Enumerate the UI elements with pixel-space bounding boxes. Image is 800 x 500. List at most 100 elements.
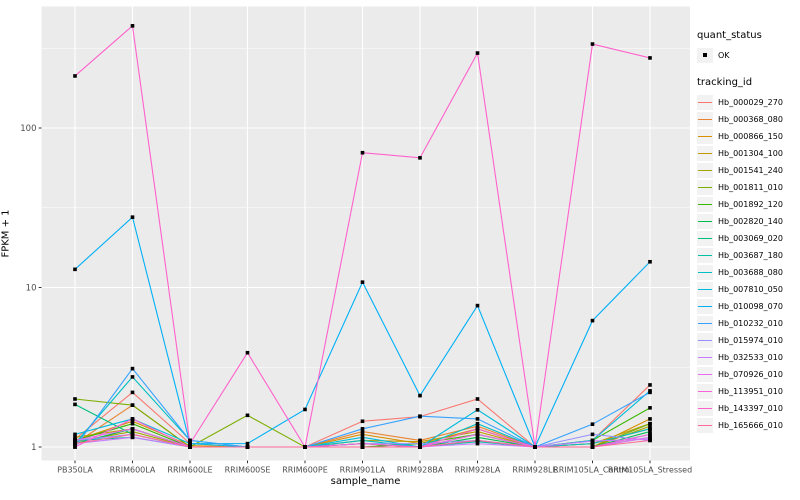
data-point bbox=[73, 435, 77, 440]
legend-key-line-icon bbox=[697, 383, 713, 399]
quant-status-legend-title: quant_status bbox=[697, 30, 762, 41]
series-color-line-icon bbox=[698, 186, 712, 188]
data-point bbox=[648, 56, 652, 60]
legend-key-line-icon bbox=[697, 417, 713, 433]
series-color-line-icon bbox=[698, 356, 712, 358]
series-color-line-icon bbox=[698, 271, 712, 273]
tracking-id-entry: Hb_003069_020 bbox=[697, 230, 799, 246]
tracking-id-entry-label: Hb_003687_180 bbox=[718, 250, 783, 260]
tracking-id-entry: Hb_007810_050 bbox=[697, 281, 799, 297]
data-point bbox=[188, 445, 192, 449]
tracking-id-entry-label: Hb_143397_010 bbox=[718, 403, 783, 413]
data-point bbox=[360, 150, 365, 155]
data-point bbox=[360, 429, 365, 434]
data-point bbox=[475, 429, 480, 434]
tracking-id-entry: Hb_000866_150 bbox=[697, 128, 799, 144]
data-point bbox=[245, 441, 250, 446]
y-tick-label: 100 bbox=[20, 124, 36, 134]
data-point bbox=[648, 390, 652, 395]
data-point bbox=[475, 424, 480, 429]
tracking-id-entry: Hb_003687_180 bbox=[697, 247, 799, 263]
y-axis-title: FPKM + 1 bbox=[0, 209, 12, 258]
legend-key-line-icon bbox=[697, 111, 713, 127]
x-tick-label: RRIM928BA bbox=[397, 466, 444, 475]
data-point bbox=[590, 432, 595, 437]
data-point bbox=[648, 417, 652, 421]
legend-key-line-icon bbox=[697, 162, 713, 178]
data-point bbox=[73, 441, 77, 446]
legend-key-line-icon bbox=[697, 332, 713, 348]
y-tick-label: 10 bbox=[26, 284, 37, 294]
tracking-id-entry: Hb_000368_080 bbox=[697, 111, 799, 127]
series-color-line-icon bbox=[698, 288, 712, 290]
data-point bbox=[475, 408, 480, 412]
tracking-id-entry: Hb_003688_080 bbox=[697, 264, 799, 280]
data-point bbox=[73, 432, 77, 437]
x-tick-label: RRIM105LA_Control bbox=[553, 466, 632, 475]
data-point bbox=[475, 417, 480, 421]
tracking-id-entry-label: Hb_001304_100 bbox=[718, 148, 783, 158]
legend-key-line-icon bbox=[697, 196, 713, 212]
data-point bbox=[130, 215, 135, 219]
tracking-id-entry: Hb_001541_240 bbox=[697, 162, 799, 178]
data-point bbox=[648, 421, 652, 426]
legend-key-line-icon bbox=[697, 213, 713, 229]
data-point bbox=[418, 393, 422, 398]
tracking-id-entry-label: Hb_003069_020 bbox=[718, 233, 783, 243]
series-color-line-icon bbox=[698, 322, 712, 324]
series-color-line-icon bbox=[698, 101, 712, 103]
data-point bbox=[418, 445, 422, 449]
x-tick-label: RRIM901LA bbox=[340, 466, 386, 475]
tracking-id-entry-label: Hb_001892_120 bbox=[718, 199, 783, 209]
data-point bbox=[648, 259, 652, 264]
legend-key-line-icon bbox=[697, 247, 713, 263]
data-point bbox=[303, 445, 307, 449]
data-point bbox=[245, 350, 250, 355]
plot-panel-background bbox=[41, 6, 690, 461]
data-point bbox=[130, 427, 135, 431]
tracking-id-entry-label: Hb_032533_010 bbox=[718, 352, 783, 362]
legend-key-line-icon bbox=[697, 400, 713, 416]
data-point bbox=[130, 24, 135, 28]
legend-key-line-icon bbox=[697, 179, 713, 195]
data-point bbox=[475, 438, 480, 443]
data-point bbox=[475, 435, 480, 440]
y-tick-label: 1 bbox=[31, 443, 36, 453]
tracking-id-entry-label: Hb_001541_240 bbox=[718, 165, 783, 175]
x-tick-label: RRIM928LA bbox=[455, 466, 501, 475]
data-point bbox=[360, 435, 365, 440]
data-point bbox=[130, 390, 135, 395]
data-point bbox=[360, 445, 365, 449]
series-color-line-icon bbox=[698, 118, 712, 120]
data-point bbox=[188, 438, 192, 443]
tracking-id-entry: Hb_015974_010 bbox=[697, 332, 799, 348]
data-point bbox=[73, 397, 77, 401]
series-color-line-icon bbox=[698, 203, 712, 205]
tracking-id-entry: Hb_165666_010 bbox=[697, 417, 799, 433]
data-point bbox=[360, 441, 365, 446]
data-point bbox=[475, 441, 480, 446]
x-tick-label: RRIM105LA_Stressed bbox=[608, 466, 692, 475]
tracking-id-entry-label: Hb_007810_050 bbox=[718, 284, 783, 294]
tracking-id-entry: Hb_001892_120 bbox=[697, 196, 799, 212]
data-point bbox=[590, 445, 595, 449]
data-point bbox=[360, 432, 365, 437]
tracking-id-entry-label: Hb_070926_010 bbox=[718, 369, 783, 379]
data-point bbox=[360, 438, 365, 443]
data-point bbox=[418, 156, 422, 160]
series-color-line-icon bbox=[698, 220, 712, 222]
data-point bbox=[73, 445, 77, 449]
quant-status-entry: OK bbox=[697, 47, 799, 63]
tracking-id-entry-label: Hb_010098_070 bbox=[718, 301, 783, 311]
data-point bbox=[360, 419, 365, 424]
legend-key-line-icon bbox=[697, 349, 713, 365]
data-point bbox=[73, 267, 77, 272]
data-point bbox=[360, 280, 365, 284]
series-color-line-icon bbox=[698, 373, 712, 375]
data-point bbox=[590, 42, 595, 46]
data-point bbox=[130, 435, 135, 440]
tracking-id-entry: Hb_001304_100 bbox=[697, 145, 799, 161]
data-point bbox=[648, 432, 652, 437]
tracking-id-entry-label: Hb_001811_010 bbox=[718, 182, 783, 192]
